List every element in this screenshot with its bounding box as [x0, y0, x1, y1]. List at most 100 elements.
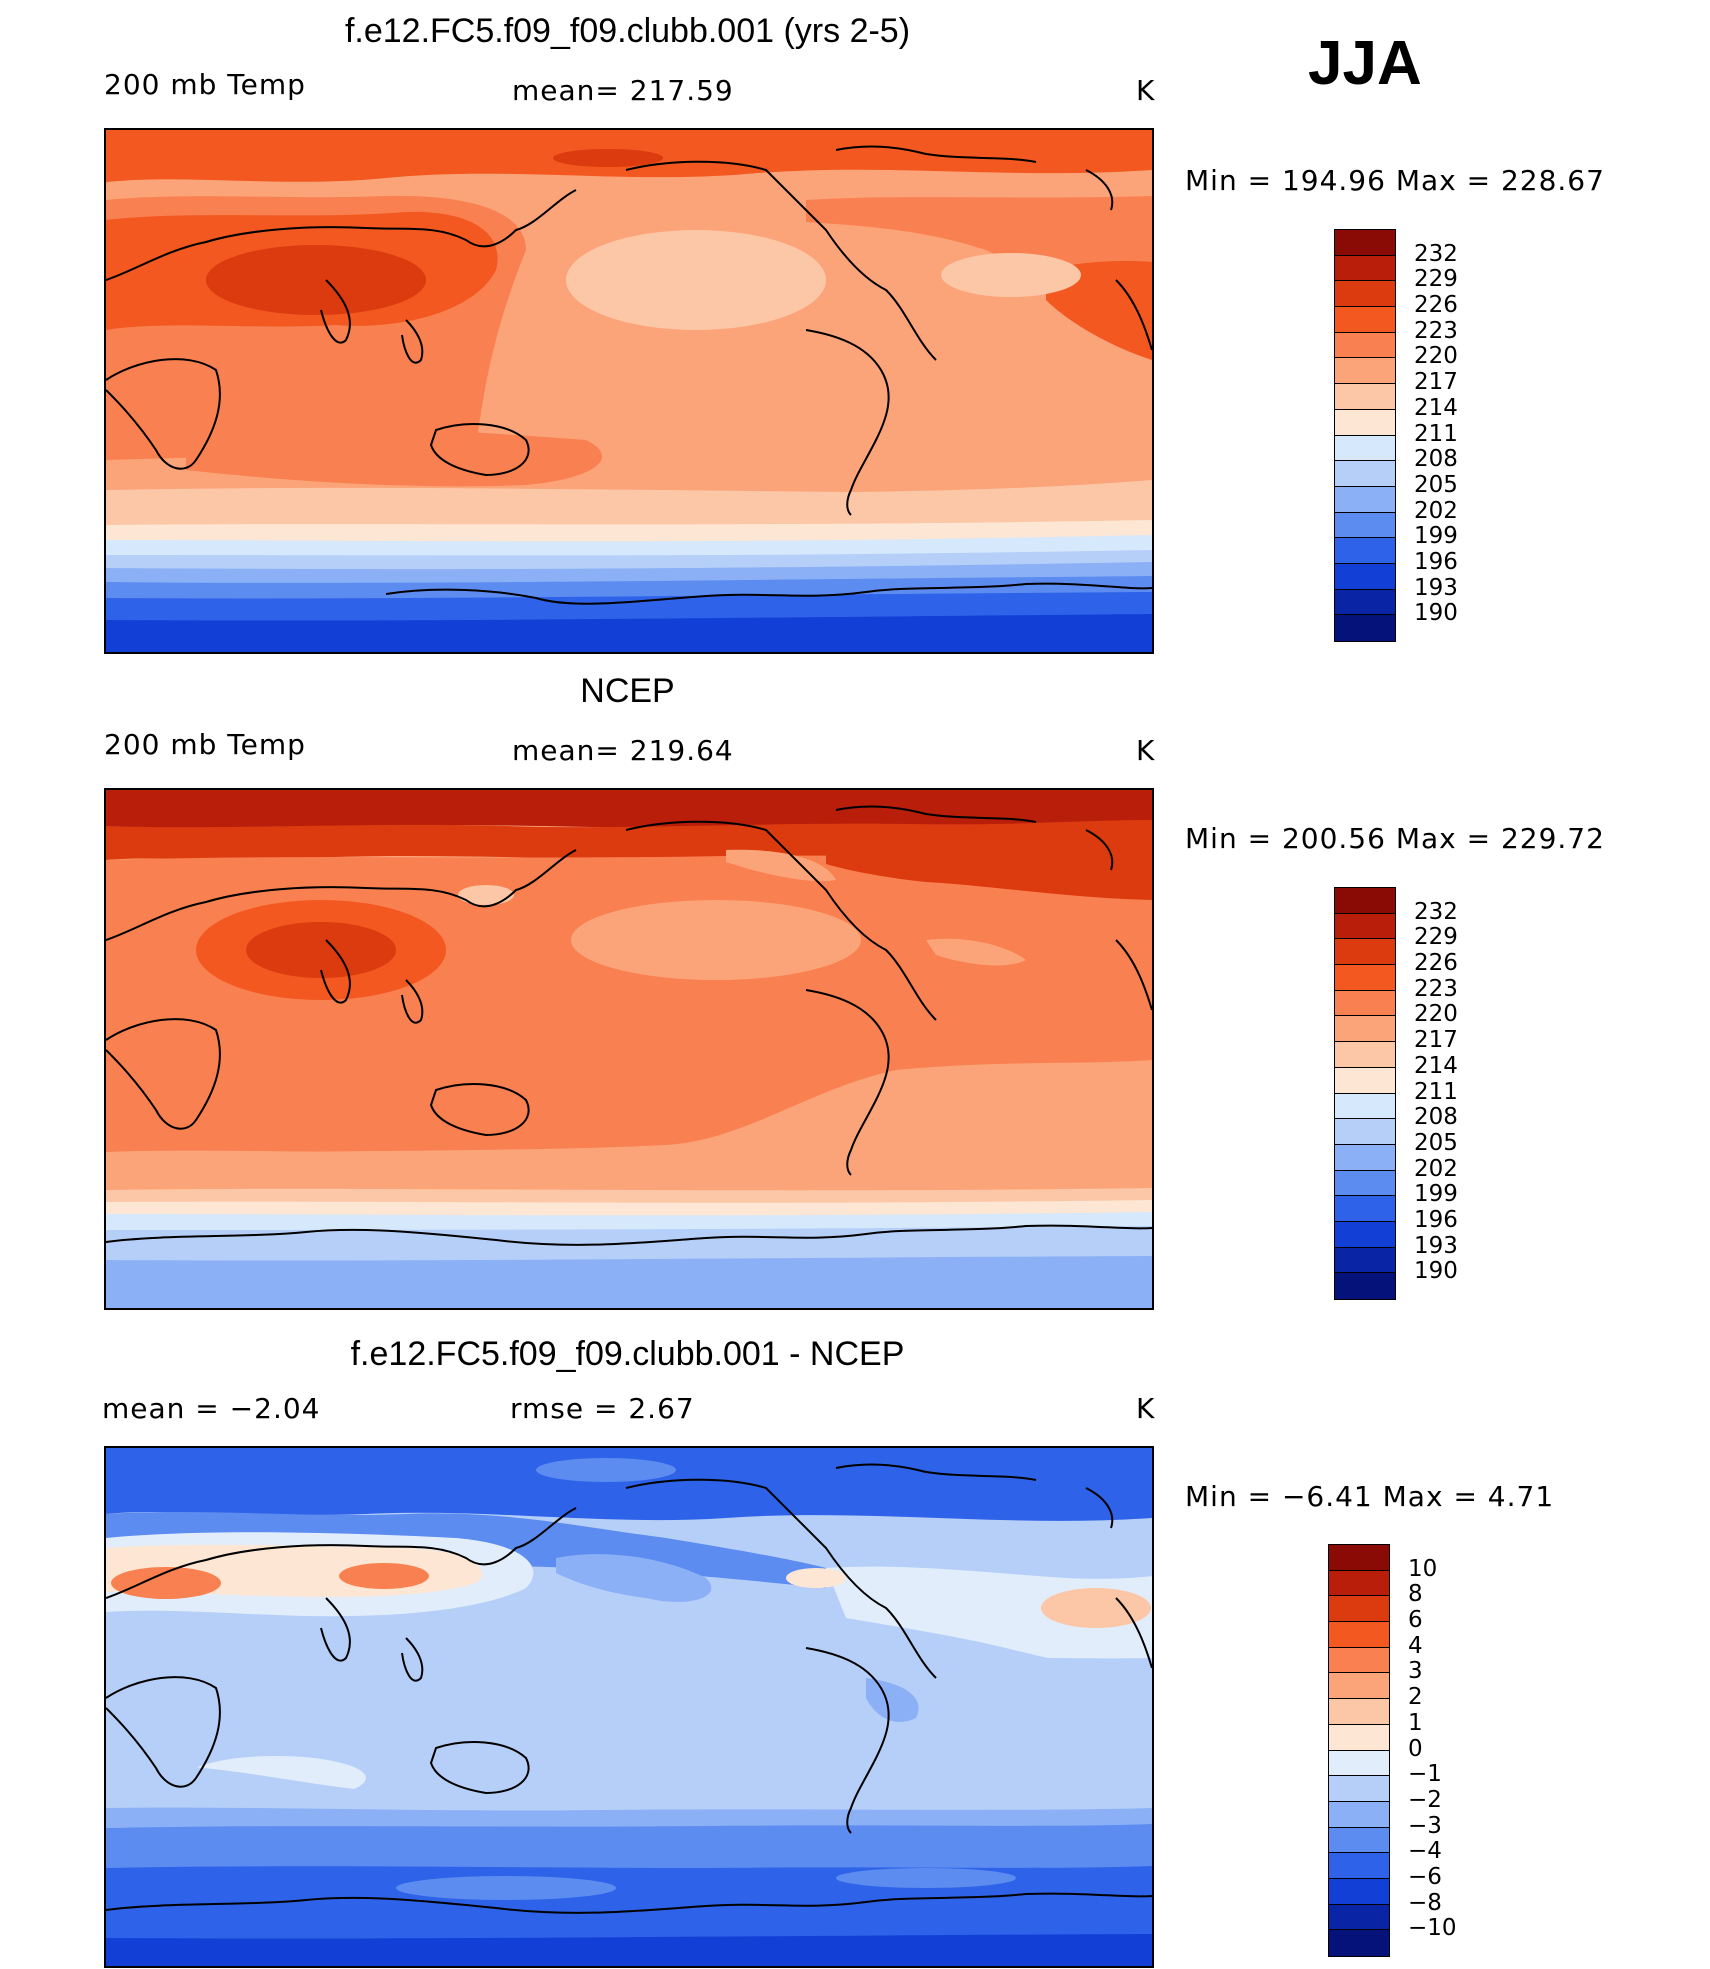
colorbar-tick-label: 208: [1414, 446, 1458, 473]
colorbar-tick-label: 196: [1414, 1206, 1458, 1233]
colorbar-swatch: [1335, 1119, 1395, 1145]
colorbar-tick-label: 232: [1414, 898, 1458, 925]
panel-obs-map-plot: [106, 790, 1152, 1308]
colorbar-tick-label: 193: [1414, 574, 1458, 601]
panel-diff-units: K: [1136, 1392, 1156, 1425]
colorbar-swatch: [1335, 888, 1395, 914]
colorbar-tick-label: 214: [1414, 1052, 1458, 1079]
colorbar-swatch: [1329, 1827, 1389, 1854]
colorbar-tick-label: 190: [1414, 600, 1458, 627]
colorbar-swatch: [1329, 1904, 1389, 1931]
colorbar-swatch: [1335, 965, 1395, 991]
colorbar-tick-label: 205: [1414, 1129, 1458, 1156]
colorbar-swatch: [1329, 1930, 1389, 1956]
colorbar-tick-label: 229: [1414, 924, 1458, 951]
panel-obs-map: [104, 788, 1154, 1310]
colorbar-tick-label: 232: [1414, 240, 1458, 267]
season-label: JJA: [1308, 29, 1422, 98]
colorbar-tick-label: 223: [1414, 317, 1458, 344]
colorbar-swatch: [1335, 384, 1395, 410]
panel-obs-units: K: [1136, 734, 1156, 767]
panel-diff-rmse-label: rmse = 2.67: [510, 1392, 695, 1425]
panel-diff-map-plot: [106, 1448, 1152, 1966]
panel-diff-mean-label: mean = −2.04: [102, 1392, 321, 1425]
colorbar-tick-label: 199: [1414, 1181, 1458, 1208]
colorbar-swatch: [1335, 1016, 1395, 1043]
colorbar-tick-label: 220: [1414, 1001, 1458, 1028]
panel-obs-minmax: Min = 200.56 Max = 229.72: [1185, 822, 1605, 855]
colorbar-swatch: [1329, 1724, 1389, 1751]
colorbar-swatch: [1335, 1144, 1395, 1171]
colorbar-tick-label: 199: [1414, 523, 1458, 550]
colorbar-swatch: [1335, 332, 1395, 359]
colorbar-swatch: [1329, 1570, 1389, 1597]
panel-model-map: [104, 128, 1154, 654]
colorbar-tick-label: 4: [1408, 1632, 1423, 1659]
colorbar-swatch: [1335, 990, 1395, 1017]
panel-obs-title: NCEP: [580, 672, 675, 710]
colorbar-swatch: [1335, 1067, 1395, 1094]
colorbar-swatch: [1335, 589, 1395, 616]
panel-obs-variable-label: 200 mb Temp: [104, 728, 306, 761]
colorbar-tick-label: 220: [1414, 343, 1458, 370]
colorbar-swatch: [1335, 409, 1395, 436]
panel-model-variable-label: 200 mb Temp: [104, 68, 306, 101]
colorbar-tick-label: 3: [1408, 1658, 1423, 1685]
colorbar-swatch: [1335, 461, 1395, 487]
panel-diff-map: [104, 1446, 1154, 1968]
colorbar-tick-label: 196: [1414, 548, 1458, 575]
colorbar-tick-label: 208: [1414, 1104, 1458, 1131]
colorbar-tick-label: 217: [1414, 1027, 1458, 1054]
colorbar-swatch: [1335, 512, 1395, 539]
colorbar-swatch: [1329, 1801, 1389, 1828]
colorbar-swatch: [1329, 1750, 1389, 1777]
colorbar-tick-label: 190: [1414, 1258, 1458, 1285]
colorbar-swatch: [1335, 435, 1395, 462]
colorbar-swatch: [1335, 1093, 1395, 1120]
colorbar-tick-label: 217: [1414, 369, 1458, 396]
colorbar-tick-label: 226: [1414, 292, 1458, 319]
colorbar-tick-label: −8: [1408, 1889, 1442, 1916]
colorbar-tick-label: −4: [1408, 1838, 1442, 1865]
colorbar-tick-label: −1: [1408, 1761, 1442, 1788]
colorbar-tick-label: −3: [1408, 1812, 1442, 1839]
panel-model-units: K: [1136, 74, 1156, 107]
colorbar-tick-label: −6: [1408, 1863, 1442, 1890]
colorbar-swatch: [1335, 1042, 1395, 1068]
colorbar-swatch: [1335, 1221, 1395, 1248]
colorbar-swatch: [1329, 1776, 1389, 1802]
colorbar-tick-label: 0: [1408, 1735, 1423, 1762]
colorbar-tick-label: −2: [1408, 1786, 1442, 1813]
colorbar-swatch: [1329, 1596, 1389, 1623]
colorbar-swatch: [1335, 230, 1395, 256]
colorbar-swatch: [1335, 1247, 1395, 1274]
colorbar-swatch: [1329, 1699, 1389, 1725]
colorbar-swatch: [1335, 563, 1395, 590]
colorbar-swatch: [1335, 1196, 1395, 1222]
panel-model-minmax: Min = 194.96 Max = 228.67: [1185, 164, 1605, 197]
colorbar-swatch: [1335, 538, 1395, 564]
colorbar-tick-label: 223: [1414, 975, 1458, 1002]
colorbar-swatch: [1335, 913, 1395, 940]
colorbar-tick-label: 202: [1414, 497, 1458, 524]
colorbar-tick-label: 205: [1414, 471, 1458, 498]
panel-diff-colorbar: [1328, 1544, 1390, 1957]
colorbar-swatch: [1335, 255, 1395, 282]
colorbar-swatch: [1335, 281, 1395, 308]
panel-model-title: f.e12.FC5.f09_f09.clubb.001 (yrs 2-5): [344, 12, 911, 50]
colorbar-tick-label: 10: [1408, 1555, 1438, 1582]
colorbar-tick-label: −10: [1408, 1915, 1457, 1942]
colorbar-tick-label: 8: [1408, 1581, 1423, 1608]
panel-diff-title: f.e12.FC5.f09_f09.clubb.001 - NCEP: [350, 1335, 905, 1373]
panel-obs-colorbar: [1334, 887, 1396, 1300]
colorbar-swatch: [1329, 1853, 1389, 1879]
colorbar-swatch: [1329, 1673, 1389, 1700]
colorbar-tick-label: 2: [1408, 1684, 1423, 1711]
colorbar-swatch: [1329, 1545, 1389, 1571]
panel-model-colorbar: [1334, 229, 1396, 642]
colorbar-swatch: [1329, 1647, 1389, 1674]
colorbar-tick-label: 211: [1414, 420, 1458, 447]
colorbar-tick-label: 226: [1414, 950, 1458, 977]
colorbar-swatch: [1335, 1170, 1395, 1197]
colorbar-swatch: [1335, 358, 1395, 385]
